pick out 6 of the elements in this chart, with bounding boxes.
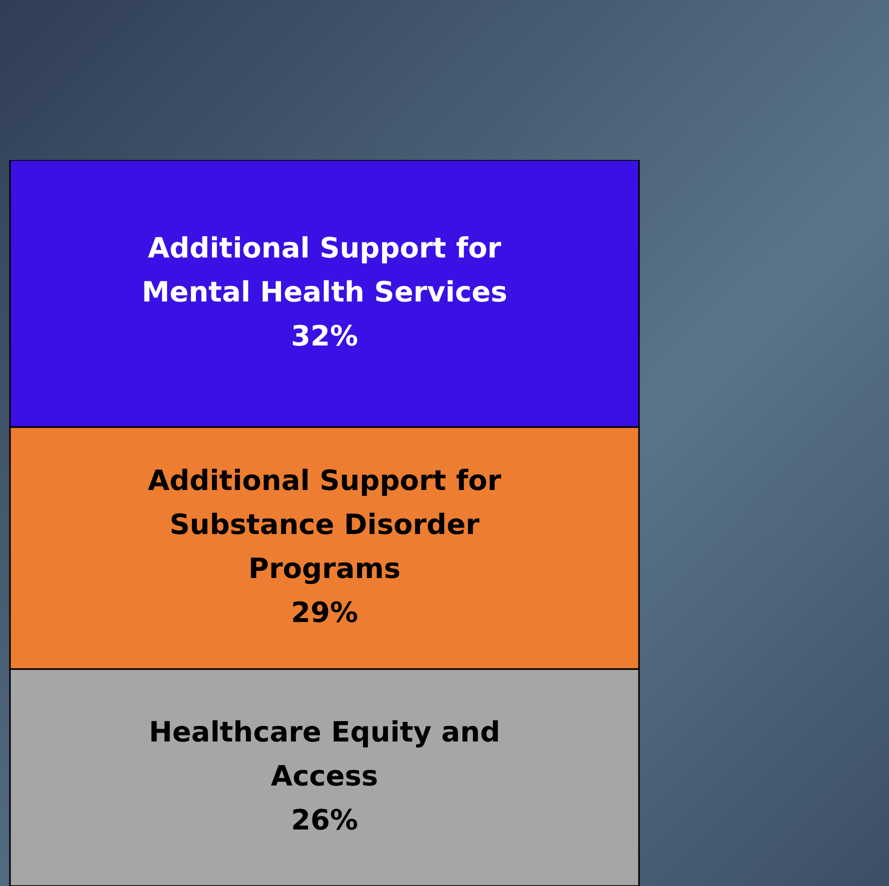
series-label: Additional Support for Substance Disorder Programs	[148, 464, 502, 585]
data-label: 32%	[290, 319, 358, 352]
data-label: 29%	[290, 596, 358, 629]
data-label: 26%	[290, 803, 358, 836]
series-label: Additional Support for Mental Health Services	[142, 231, 508, 308]
series-label: Healthcare Equity and Access	[148, 715, 500, 792]
